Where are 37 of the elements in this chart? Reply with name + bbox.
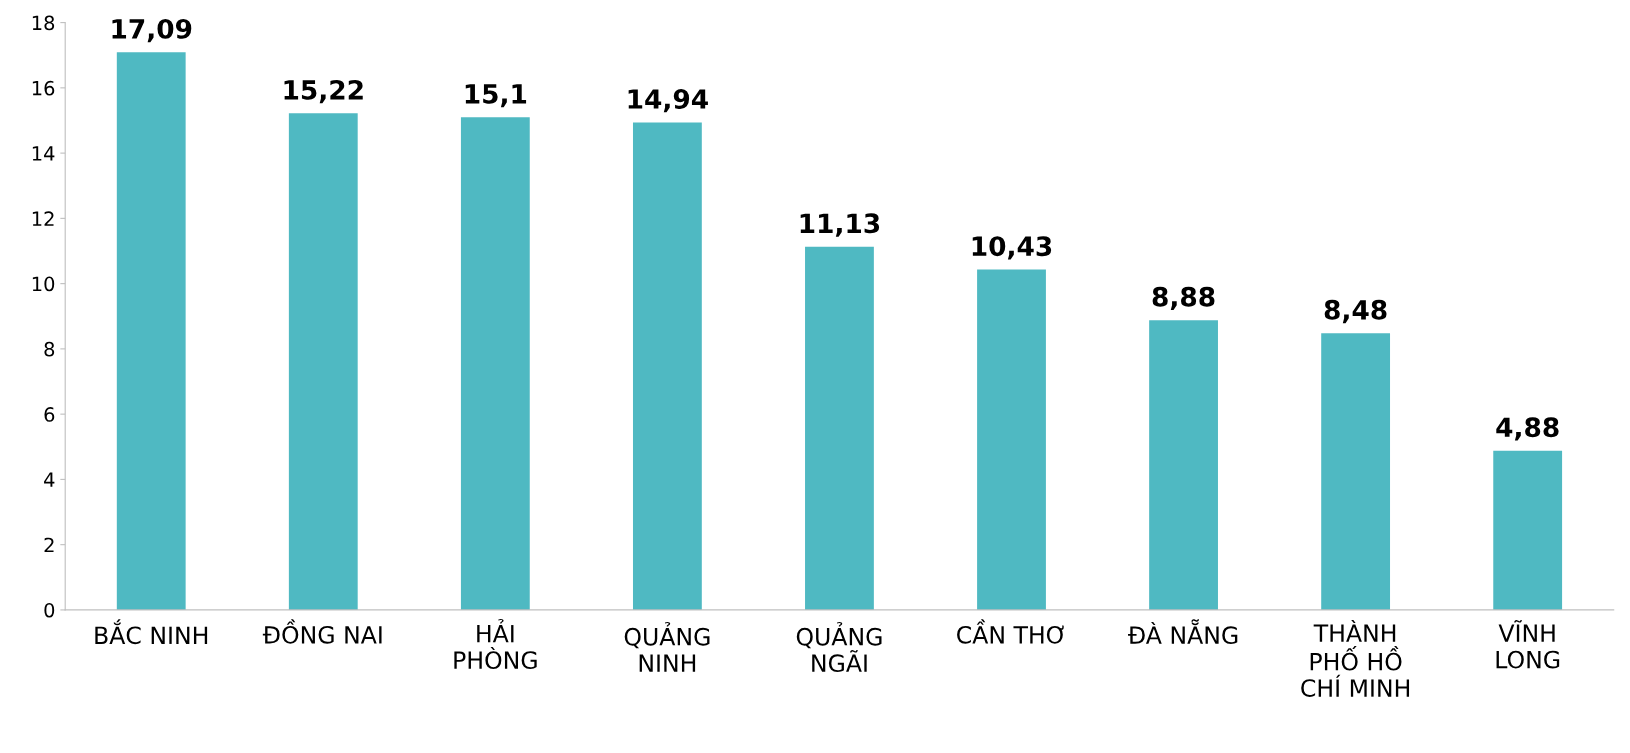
data-label: 8,88 xyxy=(1152,286,1215,311)
bar xyxy=(1149,320,1218,610)
data-label: 8,48 xyxy=(1324,299,1387,324)
y-tick-label: 10 xyxy=(32,276,55,292)
y-tick-label: 18 xyxy=(32,15,55,31)
x-tick-label: QUẢNG NGÃI xyxy=(796,621,882,673)
bar xyxy=(805,246,874,610)
data-label: 15,1 xyxy=(465,84,527,108)
y-tick-label: 4 xyxy=(44,472,55,487)
data-label: 4,88 xyxy=(1496,417,1559,441)
x-tick-label: CẦN THƠ xyxy=(957,619,1064,644)
x-tick-label: QUẢNG NINH xyxy=(624,621,710,672)
y-tick-label: 12 xyxy=(32,211,54,226)
y-tick-label: 8 xyxy=(44,341,55,357)
data-label: 11,13 xyxy=(800,213,880,237)
x-tick-label: ĐÀ NẴNG xyxy=(1128,619,1238,645)
data-label: 15,22 xyxy=(284,79,363,104)
y-tick-label: 2 xyxy=(44,537,54,553)
bar xyxy=(977,269,1046,610)
y-tick-label: 6 xyxy=(44,407,55,422)
data-label: 17,09 xyxy=(112,18,192,43)
y-tick-label: 0 xyxy=(44,602,55,618)
bar xyxy=(1321,333,1391,610)
bar xyxy=(116,52,186,610)
bar xyxy=(632,122,702,610)
bar xyxy=(288,113,358,610)
x-tick-label: ĐỒNG NAI xyxy=(262,619,382,644)
data-label: 10,43 xyxy=(972,236,1052,260)
y-tick-label: 16 xyxy=(32,80,55,96)
data-label: 14,94 xyxy=(628,89,708,113)
bar xyxy=(1493,450,1563,610)
x-tick-label: BẮC NINH xyxy=(95,619,208,645)
x-tick-label: VĨNH LONG xyxy=(1496,620,1560,669)
bar xyxy=(460,117,530,610)
y-tick-label: 14 xyxy=(32,146,55,161)
x-tick-label: THÀNH PHỐ HỒ CHÍ MINH xyxy=(1301,619,1410,697)
x-tick-label: HẢI PHÒNG xyxy=(454,618,537,670)
